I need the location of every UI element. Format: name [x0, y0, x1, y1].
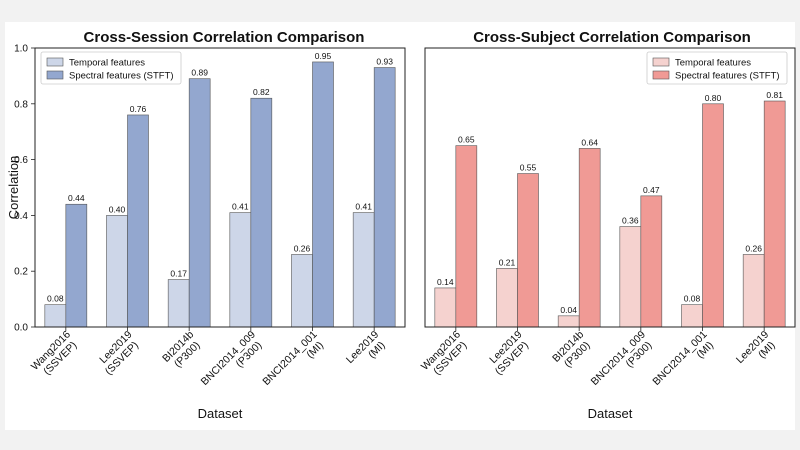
bar-spectral — [373, 67, 396, 328]
legend-swatch — [46, 70, 64, 80]
y-axis-title: Correlation — [6, 156, 21, 220]
bar-spectral — [127, 114, 149, 328]
y-tick-label: 1.0 — [14, 44, 28, 55]
bar-temporal — [106, 215, 128, 328]
data-label: 0.93 — [376, 57, 393, 67]
data-label: 0.17 — [170, 269, 187, 279]
data-label: 0.41 — [232, 202, 249, 212]
bar-spectral — [578, 148, 601, 328]
bar-temporal — [496, 268, 518, 328]
data-label: 0.26 — [745, 243, 762, 253]
bar-spectral — [517, 173, 539, 328]
legend-label: Spectral features (STFT) — [675, 71, 780, 82]
data-label: 0.89 — [191, 68, 208, 78]
data-label: 0.76 — [130, 104, 147, 114]
legend-box — [40, 51, 182, 85]
legend-swatch — [652, 57, 670, 67]
panel-2: Cross-Subject Correlation Comparison 0.14… — [419, 29, 796, 421]
bar-spectral — [702, 103, 724, 328]
data-label: 0.65 — [458, 135, 475, 145]
data-label: 0.80 — [705, 93, 722, 103]
data-label: 0.08 — [684, 294, 701, 304]
legend-swatch — [652, 70, 670, 80]
legend-box — [646, 51, 788, 85]
y-tick-label: 0.8 — [14, 99, 28, 110]
legend: Temporal features Spectral features (STFT… — [40, 51, 182, 85]
bar-spectral — [640, 195, 663, 328]
chart-title: Cross-Session Correlation Comparison — [84, 29, 365, 46]
x-axis-title: Dataset — [198, 406, 243, 421]
legend-label: Temporal features — [69, 58, 145, 69]
bar-temporal — [681, 304, 703, 328]
bar-spectral — [763, 100, 786, 328]
bar-spectral — [250, 97, 273, 328]
bar-temporal — [291, 254, 313, 328]
plot-frame — [424, 47, 796, 328]
y-tick-label: 0.6 — [14, 155, 28, 166]
data-label: 0.40 — [109, 204, 126, 214]
data-label: 0.41 — [355, 202, 372, 212]
bar-spectral — [455, 145, 478, 328]
bar-temporal — [229, 212, 252, 328]
data-label: 0.04 — [560, 305, 577, 315]
bar-temporal — [434, 287, 457, 328]
legend-swatch — [46, 57, 64, 67]
y-tick-label: 0.4 — [14, 211, 28, 222]
data-label: 0.26 — [294, 243, 311, 253]
data-label: 0.44 — [68, 193, 85, 203]
plot-frame — [34, 47, 406, 328]
data-label: 0.36 — [622, 216, 639, 226]
bar-temporal — [44, 304, 67, 328]
data-label: 0.95 — [315, 51, 332, 61]
data-label: 0.82 — [253, 87, 270, 97]
data-label: 0.81 — [766, 90, 783, 100]
bar-spectral — [312, 61, 334, 328]
legend: Temporal features Spectral features (STFT… — [646, 51, 788, 85]
y-tick-label: 0.2 — [14, 267, 28, 278]
bar-temporal — [742, 254, 765, 328]
legend-label: Spectral features (STFT) — [69, 71, 174, 82]
bar-temporal — [557, 315, 580, 328]
data-label: 0.64 — [581, 137, 598, 147]
data-label: 0.55 — [520, 163, 537, 173]
data-label: 0.21 — [499, 257, 516, 267]
x-axis-title: Dataset — [588, 406, 633, 421]
data-label: 0.47 — [643, 185, 660, 195]
bar-spectral — [65, 203, 88, 328]
bar-spectral — [188, 78, 211, 328]
bar-temporal — [619, 226, 642, 328]
data-label: 0.14 — [437, 277, 454, 287]
bar-temporal — [167, 279, 190, 328]
bar-temporal — [352, 212, 375, 328]
chart-title: Cross-Subject Correlation Comparison — [473, 29, 751, 46]
data-label: 0.08 — [47, 294, 64, 304]
y-tick-label: 0.0 — [14, 323, 28, 334]
legend-label: Temporal features — [675, 58, 751, 69]
